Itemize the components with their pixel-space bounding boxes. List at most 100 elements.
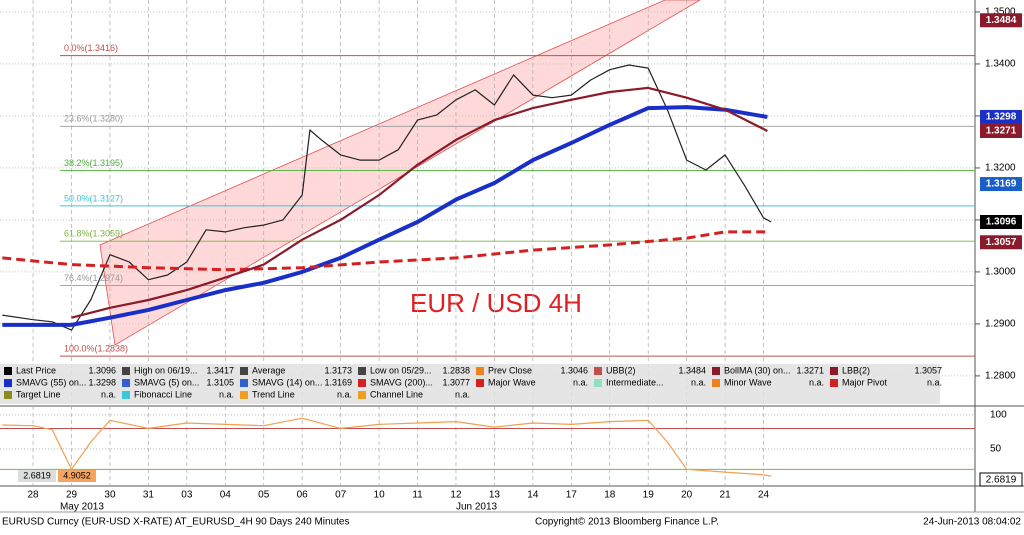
series-line (2, 230, 768, 272)
legend-swatch (594, 367, 602, 375)
x-tick-label: 03 (181, 490, 193, 501)
legend-background (0, 364, 940, 404)
legend-swatch (358, 379, 366, 387)
x-tick-label: 24 (758, 490, 770, 501)
x-tick-label: 21 (720, 490, 732, 501)
x-tick-label: 19 (643, 490, 655, 501)
legend-swatch (476, 379, 484, 387)
fib-label: 61.8%(1.3059) (64, 229, 123, 239)
legend-value: n.a. (337, 389, 352, 399)
legend-swatch (712, 379, 720, 387)
legend-value: n.a. (809, 377, 824, 387)
legend-label: UBB(2) (606, 365, 636, 375)
legend-label: Last Price (16, 365, 56, 375)
x-tick-label: 18 (604, 490, 616, 501)
legend-value: 1.3105 (206, 377, 234, 387)
corner-value-box (18, 470, 56, 482)
legend-swatch (122, 379, 130, 387)
price-tag (980, 235, 1022, 250)
corner-value-box (58, 470, 96, 482)
legend-swatch (122, 367, 130, 375)
legend-value: n.a. (101, 389, 116, 399)
legend-label: Channel Line (370, 389, 423, 399)
legend-label: Minor Wave (724, 377, 772, 387)
legend-swatch (830, 379, 838, 387)
y-tick-label: 1.3000 (985, 267, 1016, 278)
x-tick-label: 04 (220, 490, 232, 501)
x-tick-label: 05 (258, 490, 270, 501)
legend-label: Fibonacci Line (134, 389, 192, 399)
price-tag-label: 1.3298 (986, 112, 1017, 123)
legend-swatch (358, 367, 366, 375)
legend-swatch (4, 367, 12, 375)
price-tag (980, 177, 1022, 192)
legend-label: Target Line (16, 389, 61, 399)
x-tick-label: 30 (104, 490, 116, 501)
x-tick-label: 28 (28, 490, 40, 501)
legend-swatch (240, 379, 248, 387)
x-tick-label: 17 (566, 490, 578, 501)
legend-value: 1.3057 (914, 365, 942, 375)
price-tag-label: 1.3096 (986, 217, 1017, 228)
legend-swatch (240, 391, 248, 399)
price-tag (980, 13, 1022, 28)
price-tag (980, 124, 1022, 139)
series-line (2, 105, 768, 327)
legend-label: Trend Line (252, 389, 295, 399)
legend-label: SMAVG (200)... (370, 377, 433, 387)
x-tick-label: 29 (66, 490, 78, 501)
last-tag: 2.6819 (986, 475, 1017, 486)
price-tag-label: 1.3484 (986, 15, 1017, 26)
legend-label: SMAVG (5) on... (134, 377, 199, 387)
legend-label: Major Pivot (842, 377, 888, 387)
legend-value: 1.3484 (678, 365, 706, 375)
footer-timestamp: 24-Jun-2013 08:04:02 (923, 517, 1021, 528)
y-tick-label: 1.3500 (985, 7, 1016, 18)
price-tag-label: 1.3271 (986, 126, 1017, 137)
fib-label: 23.6%(1.3280) (64, 114, 123, 124)
legend: Last Price 1.3096 High on 06/19... 1.3417 Av… (0, 364, 942, 404)
y-tick-label: 1.3200 (985, 163, 1016, 174)
x-tick-label: 06 (297, 490, 309, 501)
footer-source: EURUSD Curncy (EUR-USD X-RATE) AT_EURUSD… (2, 517, 350, 528)
fib-label: 38.2%(1.3195) (64, 158, 123, 168)
fib-label: 0.0%(1.3416) (64, 43, 118, 53)
legend-label: Low on 05/29... (370, 365, 432, 375)
legend-label: BollMA (30) on... (724, 365, 791, 375)
series-line (71, 86, 768, 319)
legend-value: 1.3077 (442, 377, 470, 387)
legend-swatch (4, 391, 12, 399)
fib-label: 50.0%(1.3127) (64, 193, 123, 203)
legend-value: 1.3096 (88, 365, 116, 375)
lower-y-tick-label: 50 (990, 444, 1002, 455)
price-tag-label: 1.3169 (986, 179, 1017, 190)
x-tick-label: 14 (527, 490, 539, 501)
legend-value: 1.3298 (88, 377, 116, 387)
price-tag (980, 214, 1022, 229)
legend-swatch (4, 379, 12, 387)
footer-copyright: Copyright© 2013 Bloomberg Finance L.P. (535, 517, 719, 528)
legend-swatch (122, 391, 130, 399)
legend-label: SMAVG (55) on... (16, 377, 86, 387)
legend-label: LBB(2) (842, 365, 870, 375)
legend-value: 1.2838 (442, 365, 470, 375)
legend-swatch (240, 367, 248, 375)
legend-value: 1.3173 (324, 365, 352, 375)
lower-y-tick-label: 100 (990, 409, 1007, 420)
legend-label: Average (252, 365, 285, 375)
fib-label: 76.4%(1.2974) (64, 273, 123, 283)
legend-swatch (594, 379, 602, 387)
legend-value: 1.3169 (324, 377, 352, 387)
legend-swatch (358, 391, 366, 399)
price-tag (980, 109, 1022, 124)
last-tag-box (979, 472, 1023, 487)
x-tick-label: 11 (412, 490, 423, 501)
y-tick-label: 1.2800 (985, 371, 1016, 382)
legend-value: 1.3271 (796, 365, 824, 375)
legend-label: Intermediate... (606, 377, 664, 387)
x-tick-label: 12 (450, 490, 462, 501)
corner-value: 4.9052 (63, 470, 91, 480)
